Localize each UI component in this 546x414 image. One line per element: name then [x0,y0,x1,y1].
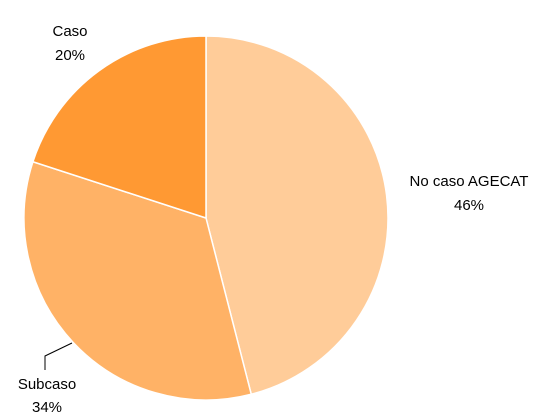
pie-slice-no-caso-agecat [205,35,389,396]
pie-slices [23,35,389,401]
slice-value-caso: 20% [55,47,85,64]
pie-slice-caso [31,35,207,220]
leader-line-subcaso [44,342,73,370]
slice-label-subcaso: Subcaso [18,376,76,393]
pie-labels: No caso AGECAT 46% Subcaso 34% Caso 20% [18,23,529,414]
slice-value-subcaso: 34% [32,399,62,414]
slice-label-caso: Caso [52,23,87,40]
slice-value-no-caso-agecat: 46% [454,197,484,214]
slice-label-no-caso-agecat: No caso AGECAT [410,173,529,190]
pie-slice-subcaso [23,160,253,401]
